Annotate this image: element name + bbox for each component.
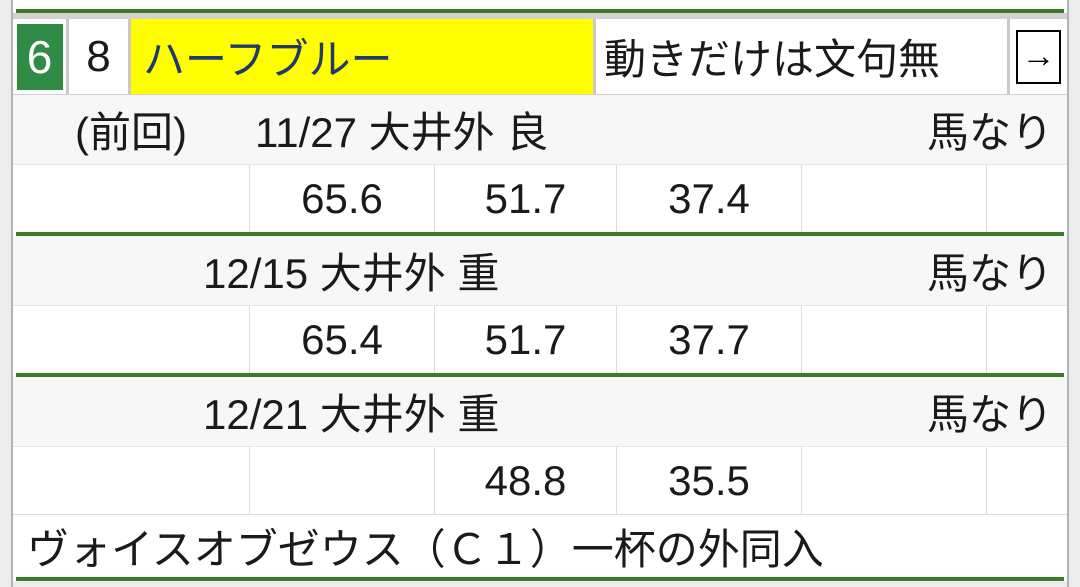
previous-race-label: (前回) — [75, 109, 187, 156]
green-divider — [16, 232, 1064, 236]
workout-date-row: (前回) 11/27 大井外 良 馬なり — [13, 95, 1067, 164]
workout-date-row: 12/15 大井外 重 馬なり — [13, 236, 1067, 305]
time-cell — [13, 447, 249, 514]
time-cell — [801, 306, 986, 373]
workout-date-track: 12/15 大井外 重 — [203, 250, 500, 297]
header-separator-band — [13, 13, 1067, 19]
race-note-row: ヴォイスオブゼウス（Ｃ１）一杯の外同入 — [13, 515, 1067, 577]
workout-effort: 馬なり — [926, 109, 1053, 156]
time-cell — [801, 165, 986, 232]
time-cell — [801, 447, 986, 514]
time-cell: 37.7 — [616, 306, 801, 373]
time-cell — [986, 447, 1067, 514]
workout-date-track: 11/27 大井外 良 — [255, 109, 549, 156]
time-cell — [249, 447, 434, 514]
workout-times-row: 48.8 35.5 — [13, 446, 1067, 514]
time-cell: 48.8 — [434, 447, 616, 514]
horse-header-row: 6 8 ハーフブルー 動きだけは文句無 → — [13, 19, 1067, 95]
top-strip — [13, 0, 1067, 9]
horse-number-cell: 8 — [69, 19, 131, 94]
frame-number-badge: 6 — [16, 23, 63, 90]
workout-times-row: 65.6 51.7 37.4 — [13, 164, 1067, 232]
time-cell — [13, 306, 249, 373]
content-frame: 6 8 ハーフブルー 動きだけは文句無 → (前回) 11/27 大井外 良 馬… — [11, 0, 1069, 587]
time-cell: 37.4 — [616, 165, 801, 232]
next-arrow-button[interactable]: → — [1016, 29, 1061, 84]
workout-times-row: 65.4 51.7 37.7 — [13, 305, 1067, 373]
time-cell — [13, 165, 249, 232]
top-green-divider — [16, 9, 1064, 13]
time-cell — [986, 165, 1067, 232]
time-cell: 65.4 — [249, 306, 434, 373]
bottom-margin — [13, 581, 1067, 587]
workout-effort: 馬なり — [926, 391, 1053, 438]
horse-name-highlighted[interactable]: ハーフブルー — [131, 19, 596, 94]
green-divider — [16, 373, 1064, 377]
frame-number-cell: 6 — [13, 19, 69, 94]
hairline-divider — [13, 514, 1067, 515]
time-cell: 35.5 — [616, 447, 801, 514]
trainer-comment: 動きだけは文句無 — [596, 19, 1010, 94]
time-cell: 51.7 — [434, 306, 616, 373]
workout-effort: 馬なり — [926, 250, 1053, 297]
time-cell: 65.6 — [249, 165, 434, 232]
time-cell: 51.7 — [434, 165, 616, 232]
arrow-cell: → — [1010, 19, 1067, 94]
workout-date-track: 12/21 大井外 重 — [203, 391, 500, 438]
time-cell — [986, 306, 1067, 373]
bottom-green-divider — [16, 577, 1064, 581]
workout-date-row: 12/21 大井外 重 馬なり — [13, 377, 1067, 446]
